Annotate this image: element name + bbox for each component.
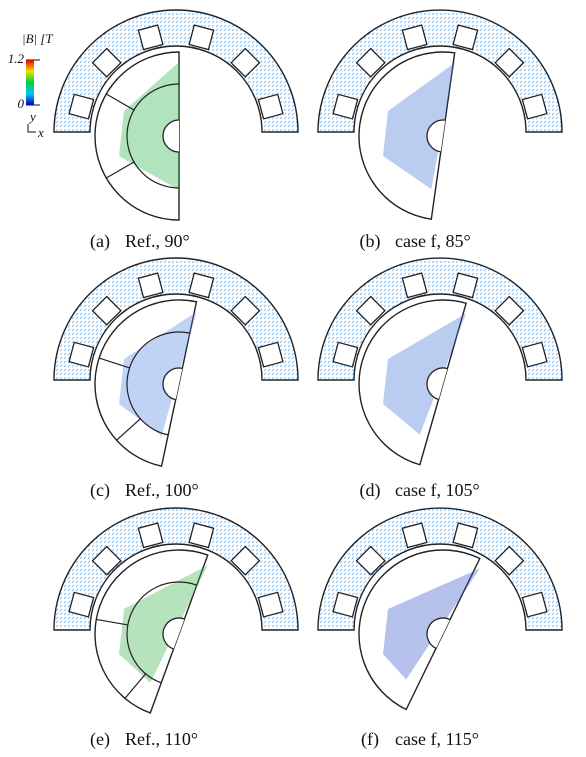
axis-glyph bbox=[28, 124, 36, 132]
panel: (a) Ref., 90° bbox=[54, 10, 298, 252]
caption-tag: (a) bbox=[90, 231, 110, 252]
caption-tag: (b) bbox=[360, 231, 381, 252]
slot bbox=[453, 25, 477, 49]
panel: (c) Ref., 100° bbox=[54, 258, 298, 501]
colorbar: |B| [T y x bbox=[22, 31, 53, 140]
slot bbox=[69, 94, 93, 118]
slot bbox=[189, 523, 213, 547]
axis-x: x bbox=[37, 125, 44, 140]
slot bbox=[333, 592, 357, 616]
axis-y: y bbox=[28, 109, 36, 124]
slot bbox=[138, 273, 162, 297]
slot bbox=[522, 94, 546, 118]
panel: (b) case f, 85° bbox=[318, 10, 562, 252]
caption-tag: (c) bbox=[90, 480, 110, 501]
colorbar-tick-label: 0 bbox=[18, 96, 25, 111]
slot bbox=[138, 25, 162, 49]
caption: Ref., 110° bbox=[125, 729, 198, 749]
slot bbox=[402, 273, 426, 297]
slot bbox=[522, 592, 546, 616]
slot bbox=[258, 342, 282, 366]
caption: case f, 115° bbox=[395, 729, 479, 749]
panel: (f) case f, 115° bbox=[318, 508, 562, 750]
colorbar-label: |B| [T bbox=[22, 31, 53, 46]
slot bbox=[522, 342, 546, 366]
panel: (d) case f, 105° bbox=[318, 258, 562, 501]
caption-tag: (f) bbox=[361, 729, 379, 750]
colorbar-gradient bbox=[26, 60, 34, 105]
caption: Ref., 90° bbox=[125, 231, 190, 251]
caption: Ref., 100° bbox=[125, 480, 199, 500]
slot bbox=[453, 523, 477, 547]
slot bbox=[138, 523, 162, 547]
caption-tag: (e) bbox=[90, 729, 110, 750]
caption: case f, 85° bbox=[395, 231, 471, 251]
slot bbox=[333, 342, 357, 366]
figure: 0 1.2 (a) Ref., 90° (b) case f, 85° (c) Ref., 1… bbox=[0, 0, 586, 757]
slot bbox=[402, 25, 426, 49]
slot bbox=[333, 94, 357, 118]
caption-tag: (d) bbox=[360, 480, 381, 501]
slot bbox=[69, 592, 93, 616]
caption: case f, 105° bbox=[395, 480, 480, 500]
slot bbox=[258, 94, 282, 118]
slot bbox=[453, 273, 477, 297]
slot bbox=[189, 25, 213, 49]
panel: (e) Ref., 110° bbox=[54, 508, 298, 750]
slot bbox=[402, 523, 426, 547]
colorbar-tick-label: 1.2 bbox=[8, 51, 25, 66]
slot bbox=[258, 592, 282, 616]
slot bbox=[189, 273, 213, 297]
slot bbox=[69, 342, 93, 366]
